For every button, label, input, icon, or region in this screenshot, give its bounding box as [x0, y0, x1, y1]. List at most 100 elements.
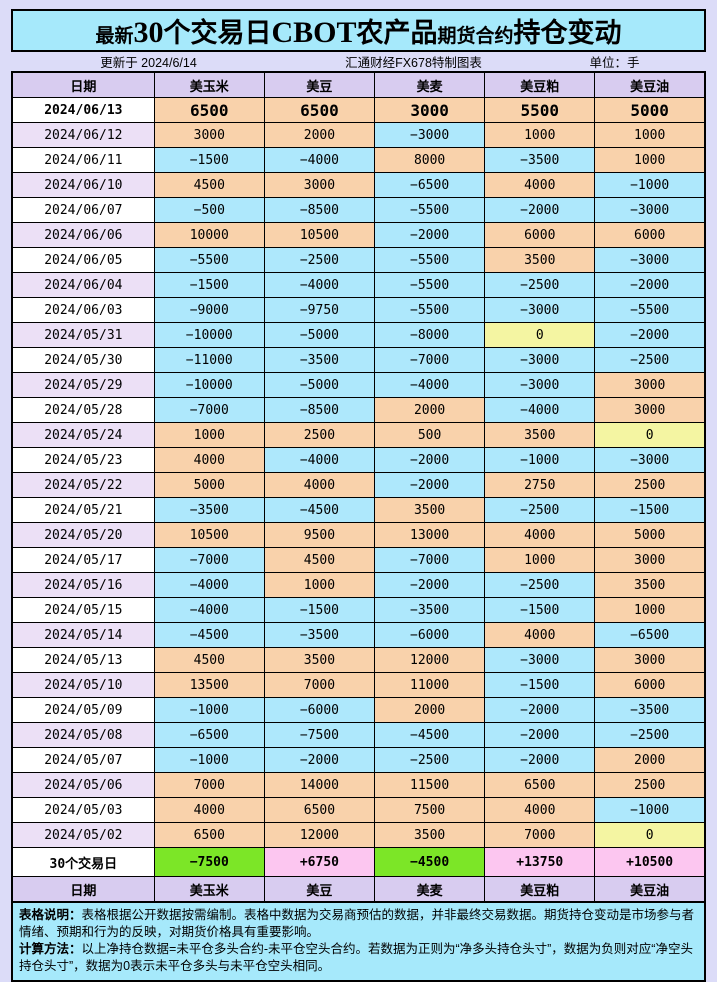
table-row[interactable]: 2024/05/21 −3500 −4500 3500 −2500 −1500 — [11, 497, 706, 523]
notes-box: 表格说明：表格根据公开数据按需编制。表格中数据为交易商预估的数据，并非最终交易数… — [11, 903, 706, 982]
row-date: 2024/05/16 — [11, 572, 155, 598]
table-row[interactable]: 2024/05/23 4000 −4000 −2000 −1000 −3000 — [11, 447, 706, 473]
cell-美玉米: 7000 — [153, 772, 265, 798]
cell-美豆油: −3000 — [594, 247, 706, 273]
cell-美豆: 6500 — [263, 97, 376, 123]
title-tail-b: 期货合约 — [437, 26, 514, 47]
table-row[interactable]: 2024/05/22 5000 4000 −2000 2750 2500 — [11, 472, 706, 498]
cell-美玉米: 4500 — [153, 647, 265, 673]
row-date: 2024/05/28 — [11, 397, 155, 423]
cell-美豆粕: −3000 — [484, 647, 596, 673]
cell-美玉米: −10000 — [153, 322, 265, 348]
table-row[interactable]: 2024/05/10 13500 7000 11000 −1500 6000 — [11, 672, 706, 698]
cell-美豆油: 5000 — [594, 522, 706, 548]
table-row[interactable]: 2024/05/15 −4000 −1500 −3500 −1500 1000 — [11, 597, 706, 623]
table-row[interactable]: 2024/05/20 10500 9500 13000 4000 5000 — [11, 522, 706, 548]
note-method-label: 计算方法： — [19, 942, 82, 956]
cell-美麦: 12000 — [374, 647, 486, 673]
row-date: 2024/05/15 — [11, 597, 155, 623]
table-row[interactable]: 2024/06/13 6500 6500 3000 5500 5000 — [11, 97, 706, 123]
table-row[interactable]: 2024/06/03 −9000 −9750 −5500 −3000 −5500 — [11, 297, 706, 323]
table-row[interactable]: 2024/05/08 −6500 −7500 −4500 −2000 −2500 — [11, 722, 706, 748]
cell-美豆粕: −2000 — [484, 747, 596, 773]
cell-美豆粕: 2750 — [484, 472, 596, 498]
cell-美豆油: 0 — [594, 422, 706, 448]
table-row[interactable]: 2024/06/07 −500 −8500 −5500 −2000 −3000 — [11, 197, 706, 223]
cell-美豆: 3500 — [263, 647, 376, 673]
table-row[interactable]: 2024/06/11 −1500 −4000 8000 −3500 1000 — [11, 147, 706, 173]
table-row[interactable]: 2024/05/24 1000 2500 500 3500 0 — [11, 422, 706, 448]
cell-美豆油: 6000 — [594, 672, 706, 698]
table-row[interactable]: 2024/05/29 −10000 −5000 −4000 −3000 3000 — [11, 372, 706, 398]
title-tail-c: 持仓变动 — [513, 18, 622, 48]
cell-美玉米: −3500 — [153, 497, 265, 523]
cell-美玉米: −7000 — [153, 397, 265, 423]
cell-美豆油: 1000 — [594, 147, 706, 173]
table-row[interactable]: 2024/05/28 −7000 −8500 2000 −4000 3000 — [11, 397, 706, 423]
cell-美玉米: 4000 — [153, 797, 265, 823]
table-header-row: 日期 美玉米 美豆 美麦 美豆粕 美豆油 — [11, 71, 706, 98]
row-date: 2024/06/07 — [11, 197, 155, 223]
table-row[interactable]: 2024/05/09 −1000 −6000 2000 −2000 −3500 — [11, 697, 706, 723]
table-row[interactable]: 2024/05/07 −1000 −2000 −2500 −2000 2000 — [11, 747, 706, 773]
table-row[interactable]: 2024/05/14 −4500 −3500 −6000 4000 −6500 — [11, 622, 706, 648]
table-row[interactable]: 2024/06/05 −5500 −2500 −5500 3500 −3000 — [11, 247, 706, 273]
cell-美豆粕: −2000 — [484, 722, 596, 748]
cell-美麦: −5500 — [374, 297, 486, 323]
table-row[interactable]: 2024/05/16 −4000 1000 −2000 −2500 3500 — [11, 572, 706, 598]
title-brand: CBOT — [271, 16, 357, 49]
cell-美豆油: 3000 — [594, 372, 706, 398]
row-date: 2024/06/10 — [11, 172, 155, 198]
cell-美豆油: −1000 — [594, 172, 706, 198]
cell-美玉米: 1000 — [153, 422, 265, 448]
cell-美麦: 3500 — [374, 822, 486, 848]
row-date: 2024/05/07 — [11, 747, 155, 773]
table-row[interactable]: 2024/06/10 4500 3000 −6500 4000 −1000 — [11, 172, 706, 198]
table-row[interactable]: 2024/05/06 7000 14000 11500 6500 2500 — [11, 772, 706, 798]
table-row[interactable]: 2024/06/12 3000 2000 −3000 1000 1000 — [11, 122, 706, 148]
table-row[interactable]: 2024/05/31 −10000 −5000 −8000 0 −2000 — [11, 322, 706, 348]
note-method: 计算方法：以上净持仓数据=未平仓多头合约-未平仓空头合约。若数据为正则为“净多头… — [19, 941, 698, 975]
cell-美豆: −7500 — [263, 722, 376, 748]
cell-美豆: 4000 — [263, 472, 376, 498]
cell-美豆油: −6500 — [594, 622, 706, 648]
cell-美玉米: −1500 — [153, 272, 265, 298]
cell-美豆: 12000 — [263, 822, 376, 848]
note-method-text: 以上净持仓数据=未平仓多头合约-未平仓空头合约。若数据为正则为“净多头持仓头寸”… — [19, 942, 693, 973]
cell-美麦: 2000 — [374, 697, 486, 723]
cell-美豆油: 6000 — [594, 222, 706, 248]
cell-美麦: 13000 — [374, 522, 486, 548]
table-row[interactable]: 2024/05/03 4000 6500 7500 4000 −1000 — [11, 797, 706, 823]
cell-美豆粕: 1000 — [484, 547, 596, 573]
title-tail-a: 农产品 — [356, 18, 438, 48]
cell-美豆油: −3500 — [594, 697, 706, 723]
cell-美玉米: −7000 — [153, 547, 265, 573]
row-date: 2024/05/22 — [11, 472, 155, 498]
cell-美豆: −4000 — [263, 272, 376, 298]
table-row[interactable]: 2024/06/06 10000 10500 −2000 6000 6000 — [11, 222, 706, 248]
table-row[interactable]: 2024/05/02 6500 12000 3500 7000 0 — [11, 822, 706, 848]
cell-美玉米: −1000 — [153, 747, 265, 773]
cell-美玉米: −11000 — [153, 347, 265, 373]
cell-美豆: 3000 — [263, 172, 376, 198]
row-date: 2024/05/02 — [11, 822, 155, 848]
summary-cell-美玉米: −7500 — [153, 847, 265, 877]
cell-美麦: −4000 — [374, 372, 486, 398]
row-date: 2024/05/29 — [11, 372, 155, 398]
cell-美豆: −5000 — [263, 322, 376, 348]
table-row[interactable]: 2024/05/13 4500 3500 12000 −3000 3000 — [11, 647, 706, 673]
row-date: 2024/05/06 — [11, 772, 155, 798]
table-row[interactable]: 2024/05/30 −11000 −3500 −7000 −3000 −2500 — [11, 347, 706, 373]
cell-美豆: −9750 — [263, 297, 376, 323]
cell-美豆油: −2000 — [594, 322, 706, 348]
cell-美玉米: 13500 — [153, 672, 265, 698]
table-row[interactable]: 2024/06/04 −1500 −4000 −5500 −2500 −2000 — [11, 272, 706, 298]
cell-美玉米: 3000 — [153, 122, 265, 148]
cell-美豆粕: 7000 — [484, 822, 596, 848]
cell-美麦: 3500 — [374, 497, 486, 523]
cell-美玉米: −5500 — [153, 247, 265, 273]
cell-美豆: −3500 — [263, 622, 376, 648]
table-row[interactable]: 2024/05/17 −7000 4500 −7000 1000 3000 — [11, 547, 706, 573]
row-date: 2024/05/21 — [11, 497, 155, 523]
